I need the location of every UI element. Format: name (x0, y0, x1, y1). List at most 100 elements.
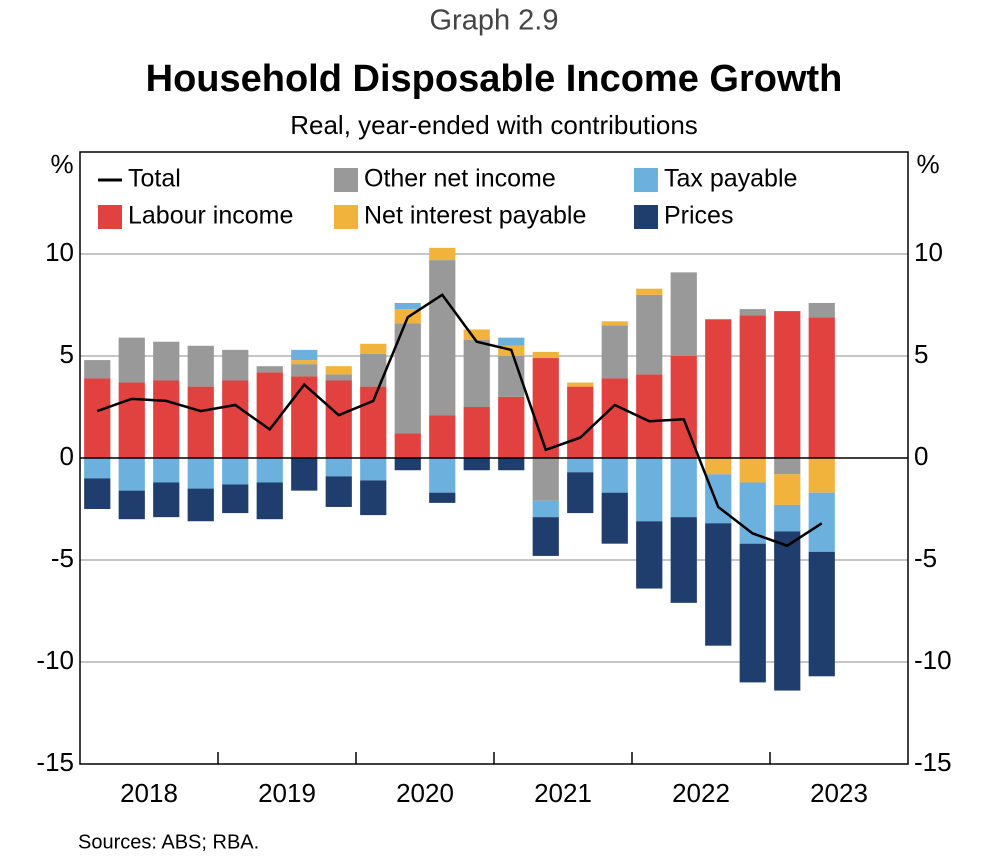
bar-segment (739, 309, 766, 316)
chart-subtitle: Real, year-ended with contributions (290, 110, 698, 140)
bar-segment (429, 247, 456, 261)
bar-segment (808, 302, 835, 318)
bar-segment (601, 325, 628, 379)
bar-segment (187, 386, 214, 458)
bar-segment (222, 380, 249, 458)
legend-swatch (634, 168, 658, 192)
bar-segment (394, 302, 421, 310)
bar-segment (325, 366, 352, 375)
y-tick-label: -15 (36, 747, 74, 777)
bar-segment (222, 349, 249, 381)
bar-segment (291, 458, 318, 491)
y2-tick-label: 5 (914, 339, 928, 369)
bar-segment (532, 351, 559, 359)
bar-segment (463, 407, 490, 458)
bar-segment (498, 337, 525, 346)
bar-segment (739, 458, 766, 483)
bar-segment (222, 484, 249, 514)
bar-segment (705, 458, 732, 475)
y-tick-label: 10 (45, 237, 74, 267)
bar-segment (808, 551, 835, 677)
bar-segment (532, 458, 559, 501)
bar-segment (567, 458, 594, 473)
bar-segment (567, 382, 594, 387)
bar-segment (325, 458, 352, 477)
bar-segment (705, 523, 732, 646)
bar-segment (256, 366, 283, 373)
plot-frame (79, 151, 909, 765)
bar-segment (291, 376, 318, 458)
bar-segment (670, 272, 697, 356)
bar-segment (291, 349, 318, 361)
y2-tick-label: -5 (914, 543, 937, 573)
chart-title: Household Disposable Income Growth (146, 58, 843, 100)
bar-segment (774, 458, 801, 475)
bar-segment (394, 433, 421, 458)
legend-label: Net interest payable (364, 202, 586, 230)
bar-segment (601, 458, 628, 493)
y2-tick-label: 10 (914, 237, 943, 267)
bar-segment (84, 378, 111, 458)
bar-segment (739, 543, 766, 683)
bar-segment (739, 315, 766, 458)
y2-axis-label: % (916, 149, 939, 179)
x-tick-label: 2020 (396, 778, 454, 808)
bar-segment (532, 517, 559, 556)
bar-segment (118, 337, 145, 383)
bar-segment (670, 517, 697, 603)
bar-segment (360, 458, 387, 481)
bar-segment (394, 458, 421, 471)
bar-segment (187, 488, 214, 522)
bar-segment (118, 382, 145, 458)
y-tick-label: 5 (60, 339, 74, 369)
bar-segment (153, 458, 180, 483)
bar-segment (153, 341, 180, 381)
bar-segment (325, 380, 352, 458)
bar-segment (498, 458, 525, 471)
legend-swatch (334, 168, 358, 192)
bar-segment (394, 323, 421, 434)
legend-label: Other net income (364, 165, 556, 193)
bar-segment (429, 415, 456, 458)
bar-segment (532, 500, 559, 518)
bar-segment (808, 317, 835, 458)
bar-segment (808, 492, 835, 552)
y2-tick-label: 0 (914, 441, 928, 471)
bar-segment (463, 329, 490, 340)
y2-tick-label: -10 (914, 645, 952, 675)
bar-segment (84, 360, 111, 379)
legend-swatch (98, 205, 122, 229)
bar-segment (187, 458, 214, 489)
bar-segment (153, 380, 180, 458)
bar-segment (774, 474, 801, 505)
bar-segment (567, 472, 594, 514)
bar-segment (429, 260, 456, 416)
bar-segment (498, 396, 525, 458)
x-tick-label: 2022 (672, 778, 730, 808)
bar-segment (601, 378, 628, 458)
legend-label: Labour income (128, 202, 293, 230)
bar-segment (636, 294, 663, 375)
bar-segment (153, 482, 180, 518)
bar-segment (601, 492, 628, 544)
total-line (96, 293, 823, 548)
bar-segment (291, 364, 318, 377)
bar-segment (636, 458, 663, 522)
y-tick-label: -10 (36, 645, 74, 675)
y-tick-label: 0 (60, 441, 74, 471)
bar-segment (636, 521, 663, 589)
bar-segment (360, 386, 387, 458)
bar-segment (118, 458, 145, 491)
bar-segment (325, 374, 352, 381)
source-note: Sources: ABS; RBA. (78, 831, 259, 853)
x-tick-label: 2018 (120, 778, 178, 808)
bar-segment (187, 345, 214, 387)
bar-segment (808, 458, 835, 493)
x-tick-label: 2021 (534, 778, 592, 808)
bar-segment (705, 319, 732, 458)
y-tick-label: -5 (51, 543, 74, 573)
y-axis-label: % (50, 149, 73, 179)
bar-segment (256, 482, 283, 520)
bar-segment (429, 492, 456, 503)
bar-segment (256, 458, 283, 483)
